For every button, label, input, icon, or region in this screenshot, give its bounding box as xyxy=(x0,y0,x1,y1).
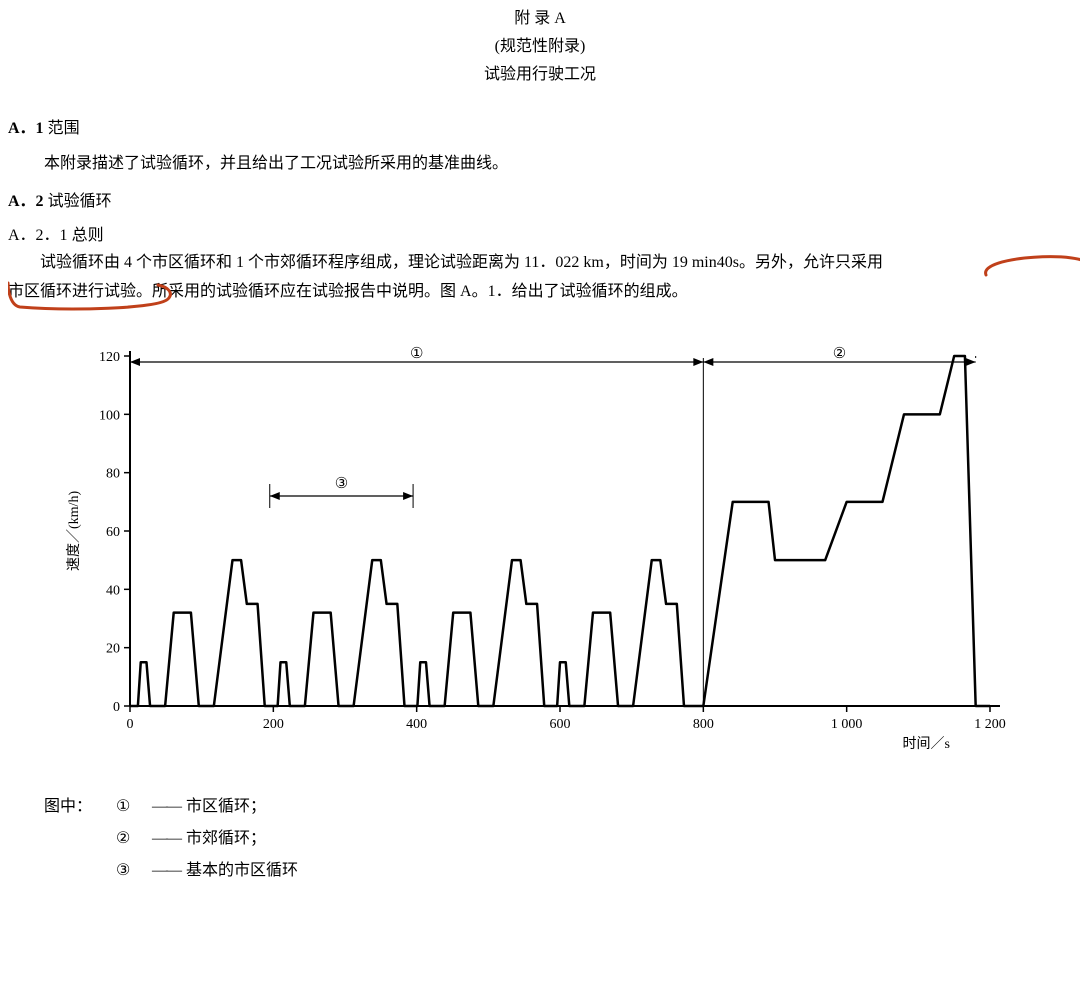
svg-text:①: ① xyxy=(410,346,423,362)
svg-text:1 200: 1 200 xyxy=(974,717,1006,732)
svg-text:120: 120 xyxy=(99,350,120,365)
legend-prefix: 图中： xyxy=(44,791,116,823)
svg-text:800: 800 xyxy=(693,717,714,732)
svg-text:20: 20 xyxy=(106,642,120,657)
chart-legend: 图中： ① —— 市区循环； ② —— 市郊循环； ③ —— 基本的市区循环 xyxy=(44,791,1072,887)
legend-row-1: ② —— 市郊循环； xyxy=(44,823,1072,855)
a21-body-pre: 试验循环由 4 个市区循环和 1 个市郊循环程序组成，理论试验距离为 11．02… xyxy=(40,254,803,271)
section-a21-body: 试验循环由 4 个市区循环和 1 个市郊循环程序组成，理论试验距离为 11．02… xyxy=(8,249,1072,307)
svg-text:600: 600 xyxy=(550,717,571,732)
header-line-0: 附 录 A xyxy=(8,4,1072,28)
section-a21: A．2．1 总则 xyxy=(8,221,1072,245)
header-line-1: (规范性附录) xyxy=(8,32,1072,56)
section-a1-title: 范围 xyxy=(48,120,80,137)
a21-body-hl1: 允许只采用 xyxy=(803,254,883,271)
section-a1-num: A．1 xyxy=(8,120,44,137)
driving-cycle-chart: 速度／(km/h) 时间／s 0 20 40 60 80 100 120 0 200 400 600 80… xyxy=(60,336,1020,761)
svg-text:100: 100 xyxy=(99,409,120,424)
svg-text:60: 60 xyxy=(106,525,120,540)
svg-text:③: ③ xyxy=(335,476,348,492)
svg-text:0: 0 xyxy=(127,717,134,732)
legend-text-2: 基本的市区循环 xyxy=(186,855,298,887)
svg-text:400: 400 xyxy=(406,717,427,732)
legend-text-1: 市郊循环； xyxy=(186,823,266,855)
a21-body-post: 。所采用的试验循环应在试验报告中说明。图 A。1．给出了试验循环的组成。 xyxy=(136,283,688,300)
svg-text:40: 40 xyxy=(106,584,120,599)
svg-text:80: 80 xyxy=(106,467,120,482)
svg-text:②: ② xyxy=(833,346,846,362)
svg-text:1 000: 1 000 xyxy=(831,717,863,732)
chart-svg: 速度／(km/h) 时间／s 0 20 40 60 80 100 120 0 200 400 600 80… xyxy=(60,336,1020,756)
legend-num-2: ③ xyxy=(116,855,146,887)
legend-row-0: 图中： ① —— 市区循环； xyxy=(44,791,1072,823)
legend-sep-2: —— xyxy=(152,855,180,887)
a21-body-hl2: 市区循环进行试验 xyxy=(8,283,136,300)
header-line-2: 试验用行驶工况 xyxy=(8,60,1072,84)
svg-text:速度／(km/h): 速度／(km/h) xyxy=(66,491,82,571)
svg-text:0: 0 xyxy=(113,700,120,715)
legend-sep-0: —— xyxy=(152,791,180,823)
legend-text-0: 市区循环； xyxy=(186,791,266,823)
legend-num-1: ② xyxy=(116,823,146,855)
section-a1: A．1 范围 xyxy=(8,114,1072,138)
legend-row-2: ③ —— 基本的市区循环 xyxy=(44,855,1072,887)
section-a1-body: 本附录描述了试验循环，并且给出了工况试验所采用的基准曲线。 xyxy=(44,150,1072,179)
legend-num-0: ① xyxy=(116,791,146,823)
section-a2-title: 试验循环 xyxy=(48,193,112,210)
svg-text:时间／s: 时间／s xyxy=(903,736,950,752)
document-header: 附 录 A (规范性附录) 试验用行驶工况 xyxy=(8,4,1072,84)
svg-text:200: 200 xyxy=(263,717,284,732)
legend-sep-1: —— xyxy=(152,823,180,855)
section-a21-title: 总则 xyxy=(72,227,104,244)
section-a2-num: A．2 xyxy=(8,193,44,210)
section-a21-body-wrap: 试验循环由 4 个市区循环和 1 个市郊循环程序组成，理论试验距离为 11．02… xyxy=(8,249,1072,307)
section-a2: A．2 试验循环 xyxy=(8,187,1072,211)
section-a21-num: A．2．1 xyxy=(8,227,68,244)
